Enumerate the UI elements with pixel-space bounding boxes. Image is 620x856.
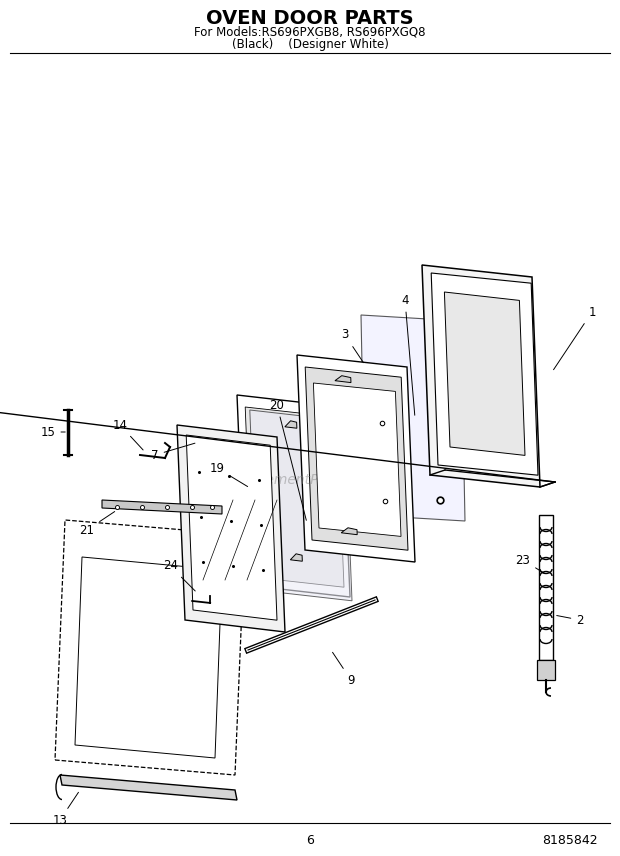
Text: 9: 9 [332, 652, 355, 687]
Text: OVEN DOOR PARTS: OVEN DOOR PARTS [206, 9, 414, 27]
Text: 19: 19 [210, 461, 247, 486]
Polygon shape [313, 383, 401, 537]
Polygon shape [335, 376, 351, 383]
Text: 3: 3 [342, 329, 363, 363]
Text: 7: 7 [151, 443, 195, 461]
Polygon shape [245, 407, 344, 587]
Text: 24: 24 [162, 560, 195, 591]
Polygon shape [445, 292, 525, 455]
Polygon shape [60, 775, 237, 800]
Text: 13: 13 [53, 793, 79, 827]
Polygon shape [305, 367, 408, 550]
Polygon shape [250, 410, 352, 601]
Text: 8185842: 8185842 [542, 834, 598, 847]
Text: 21: 21 [79, 512, 115, 537]
Text: 2: 2 [557, 614, 584, 627]
Text: (Black)    (Designer White): (Black) (Designer White) [231, 38, 389, 51]
Polygon shape [290, 554, 303, 562]
Polygon shape [55, 520, 245, 775]
Text: 1: 1 [554, 306, 596, 370]
Text: For Models:RS696PXGB8, RS696PXGQ8: For Models:RS696PXGB8, RS696PXGQ8 [194, 26, 426, 39]
Polygon shape [341, 528, 357, 535]
Text: 6: 6 [306, 834, 314, 847]
Polygon shape [297, 355, 415, 562]
Polygon shape [537, 660, 555, 680]
Polygon shape [539, 515, 553, 660]
Text: eReplacementParts.com: eReplacementParts.com [210, 473, 379, 487]
Polygon shape [361, 315, 465, 521]
Polygon shape [237, 395, 350, 597]
Text: 15: 15 [40, 425, 65, 438]
Polygon shape [285, 421, 297, 428]
Polygon shape [431, 273, 538, 475]
Polygon shape [177, 425, 285, 632]
Text: 23: 23 [516, 554, 544, 574]
Text: 14: 14 [112, 419, 143, 450]
Text: 20: 20 [270, 399, 306, 520]
Polygon shape [102, 500, 222, 514]
Polygon shape [422, 265, 540, 487]
Polygon shape [75, 557, 222, 758]
Text: 4: 4 [401, 294, 415, 415]
Polygon shape [186, 435, 277, 621]
